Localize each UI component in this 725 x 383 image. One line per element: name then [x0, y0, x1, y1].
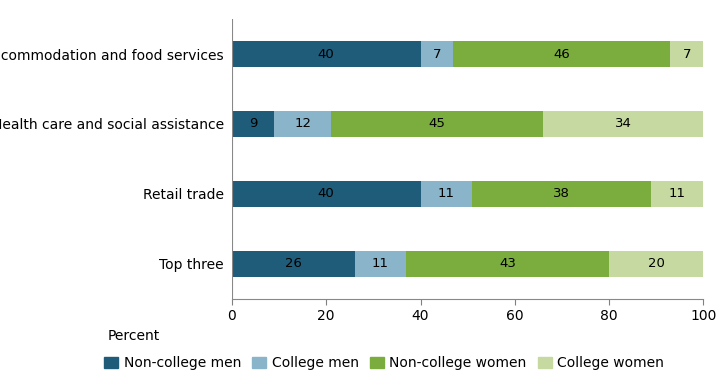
- Bar: [454, 41, 670, 67]
- Text: 43: 43: [500, 257, 516, 270]
- Text: 34: 34: [615, 118, 631, 131]
- Bar: [232, 181, 420, 207]
- Text: 46: 46: [553, 47, 571, 61]
- Text: 11: 11: [438, 187, 455, 200]
- Bar: [406, 250, 609, 277]
- Text: 11: 11: [669, 187, 686, 200]
- Bar: [274, 111, 331, 137]
- Text: 7: 7: [682, 47, 691, 61]
- Bar: [232, 111, 274, 137]
- Text: 9: 9: [249, 118, 257, 131]
- Bar: [670, 41, 703, 67]
- Text: 45: 45: [428, 118, 445, 131]
- Bar: [331, 111, 543, 137]
- Text: 20: 20: [647, 257, 665, 270]
- Text: 12: 12: [294, 118, 311, 131]
- Text: 40: 40: [318, 187, 335, 200]
- Bar: [473, 181, 651, 207]
- Bar: [232, 41, 420, 67]
- Text: Percent: Percent: [107, 329, 160, 343]
- Bar: [232, 250, 355, 277]
- Text: 7: 7: [433, 47, 442, 61]
- Text: 26: 26: [285, 257, 302, 270]
- Bar: [651, 181, 703, 207]
- Text: 38: 38: [553, 187, 571, 200]
- Bar: [609, 250, 703, 277]
- Text: 11: 11: [372, 257, 389, 270]
- Bar: [543, 111, 703, 137]
- Bar: [420, 181, 473, 207]
- Bar: [420, 41, 454, 67]
- Bar: [355, 250, 406, 277]
- Legend: Non-college men, College men, Non-college women, College women: Non-college men, College men, Non-colleg…: [99, 351, 670, 376]
- Text: 40: 40: [318, 47, 335, 61]
